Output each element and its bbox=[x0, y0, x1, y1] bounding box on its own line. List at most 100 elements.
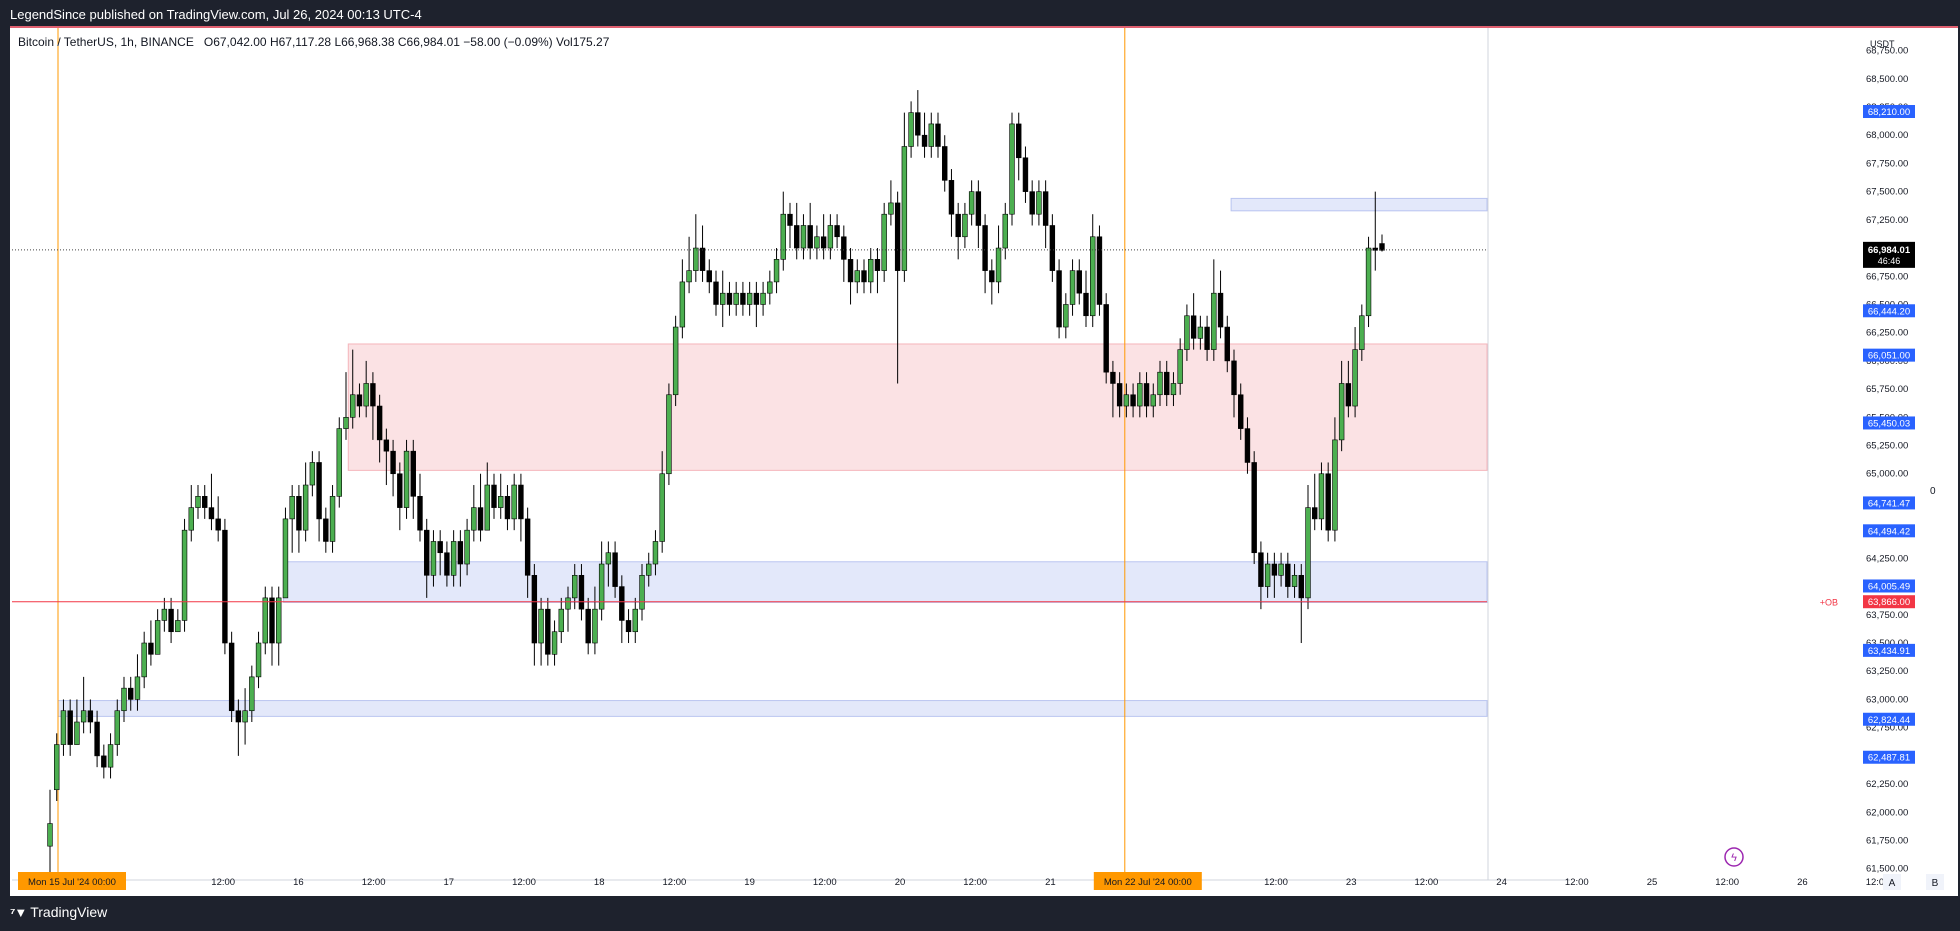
candle-body bbox=[948, 180, 955, 215]
candle-164 bbox=[1150, 383, 1156, 418]
candle-body bbox=[686, 270, 692, 283]
candle-body bbox=[329, 496, 336, 542]
candle-body bbox=[1204, 326, 1210, 350]
candle-body bbox=[639, 575, 645, 610]
last-price-label: 66,984.01 bbox=[1868, 245, 1911, 256]
candle-body bbox=[1103, 304, 1109, 373]
price-label-6: 64,005.49 bbox=[1868, 581, 1910, 592]
candle-105 bbox=[753, 281, 760, 328]
candle-74 bbox=[545, 597, 551, 666]
candle-132 bbox=[935, 112, 941, 158]
scale-btn-bg-0 bbox=[1883, 874, 1901, 890]
candle-body bbox=[592, 608, 598, 644]
candle-body bbox=[706, 270, 712, 283]
candle-body bbox=[356, 394, 363, 407]
price-label-7: 63,434.91 bbox=[1868, 646, 1910, 657]
candle-5 bbox=[80, 676, 87, 734]
x-label-16: 23 bbox=[1346, 877, 1357, 888]
candle-2 bbox=[60, 699, 67, 756]
x-label-9: 12:00 bbox=[813, 877, 837, 888]
candle-body bbox=[524, 518, 531, 576]
symbol-name[interactable]: Bitcoin / TetherUS, 1h, BINANCE bbox=[18, 35, 194, 49]
candle-157 bbox=[1103, 293, 1109, 384]
scale-btn-A[interactable]: A bbox=[1889, 878, 1896, 889]
candle-body bbox=[202, 496, 208, 508]
price-label-5: 64,494.42 bbox=[1868, 526, 1910, 537]
candle-60 bbox=[450, 530, 457, 587]
candle-151 bbox=[1063, 293, 1069, 339]
candle-168 bbox=[1177, 338, 1183, 395]
candle-body bbox=[1049, 225, 1056, 271]
publish-text: LegendSince published on TradingView.com… bbox=[10, 7, 422, 22]
candle-108 bbox=[773, 248, 780, 294]
ohlc-high: H67,117.28 bbox=[269, 35, 332, 49]
candle-body bbox=[1096, 236, 1103, 305]
candle-85 bbox=[619, 575, 625, 644]
candle-body bbox=[565, 597, 571, 610]
candle-body bbox=[1143, 383, 1150, 407]
candle-body bbox=[511, 484, 517, 520]
candle-195 bbox=[1359, 304, 1365, 361]
candle-body bbox=[370, 383, 376, 407]
candle-53 bbox=[403, 439, 410, 519]
price-label-bg-2 bbox=[1863, 348, 1915, 362]
candle-body bbox=[74, 721, 80, 745]
price-label-2: 66,051.00 bbox=[1868, 351, 1910, 362]
scale-btn-B[interactable]: B bbox=[1932, 878, 1939, 889]
candle-134 bbox=[948, 169, 955, 237]
candle-body bbox=[841, 236, 847, 260]
candle-body bbox=[693, 247, 699, 271]
candle-body bbox=[666, 394, 672, 475]
candle-176 bbox=[1231, 349, 1237, 418]
candle-body bbox=[1224, 326, 1230, 362]
candle-24 bbox=[208, 473, 215, 531]
candle-184 bbox=[1285, 552, 1291, 598]
candle-70 bbox=[518, 473, 524, 542]
candle-body bbox=[141, 642, 147, 678]
x-label-19: 12:00 bbox=[1565, 877, 1589, 888]
candle-103 bbox=[740, 281, 746, 316]
candle-32 bbox=[262, 586, 268, 655]
candle-75 bbox=[551, 620, 558, 666]
candle-body bbox=[87, 710, 94, 723]
price-label-bg-0 bbox=[1863, 105, 1915, 119]
candle-body bbox=[726, 292, 733, 305]
price-label-bg-7 bbox=[1863, 643, 1915, 657]
candle-29 bbox=[242, 688, 248, 745]
candle-36 bbox=[289, 485, 295, 553]
candle-102 bbox=[733, 281, 739, 316]
x-label-3: 12:00 bbox=[362, 877, 386, 888]
candle-body bbox=[881, 213, 887, 271]
tradingview-logo[interactable]: ⁷▼ TradingView bbox=[10, 904, 107, 920]
candle-body bbox=[921, 134, 928, 147]
alert-icon bbox=[1724, 847, 1744, 867]
price-label-bg-9 bbox=[1863, 750, 1915, 764]
candle-body bbox=[54, 744, 60, 791]
candle-body bbox=[1345, 383, 1352, 407]
candle-97 bbox=[699, 225, 706, 282]
candle-12 bbox=[128, 676, 134, 711]
candle-198 bbox=[1379, 234, 1385, 252]
candle-body bbox=[1069, 270, 1076, 305]
candle-131 bbox=[928, 112, 934, 158]
candle-187 bbox=[1305, 485, 1311, 610]
candle-body bbox=[1110, 371, 1116, 384]
candle-133 bbox=[942, 135, 948, 192]
candle-177 bbox=[1238, 383, 1244, 440]
candle-body bbox=[222, 529, 228, 644]
candle-51 bbox=[390, 439, 396, 497]
candle-body bbox=[794, 225, 800, 249]
candle-body bbox=[188, 507, 194, 531]
candle-body bbox=[652, 541, 659, 565]
ohlc-low: L66,968.38 bbox=[334, 35, 395, 49]
candle-body bbox=[834, 225, 840, 238]
candle-body bbox=[713, 281, 719, 305]
candle-body bbox=[1056, 270, 1062, 328]
candle-body bbox=[598, 563, 605, 610]
candle-body bbox=[80, 710, 87, 723]
candle-body bbox=[982, 225, 988, 271]
candle-79 bbox=[578, 564, 585, 621]
candle-body bbox=[249, 676, 255, 712]
candle-body bbox=[995, 247, 1002, 283]
